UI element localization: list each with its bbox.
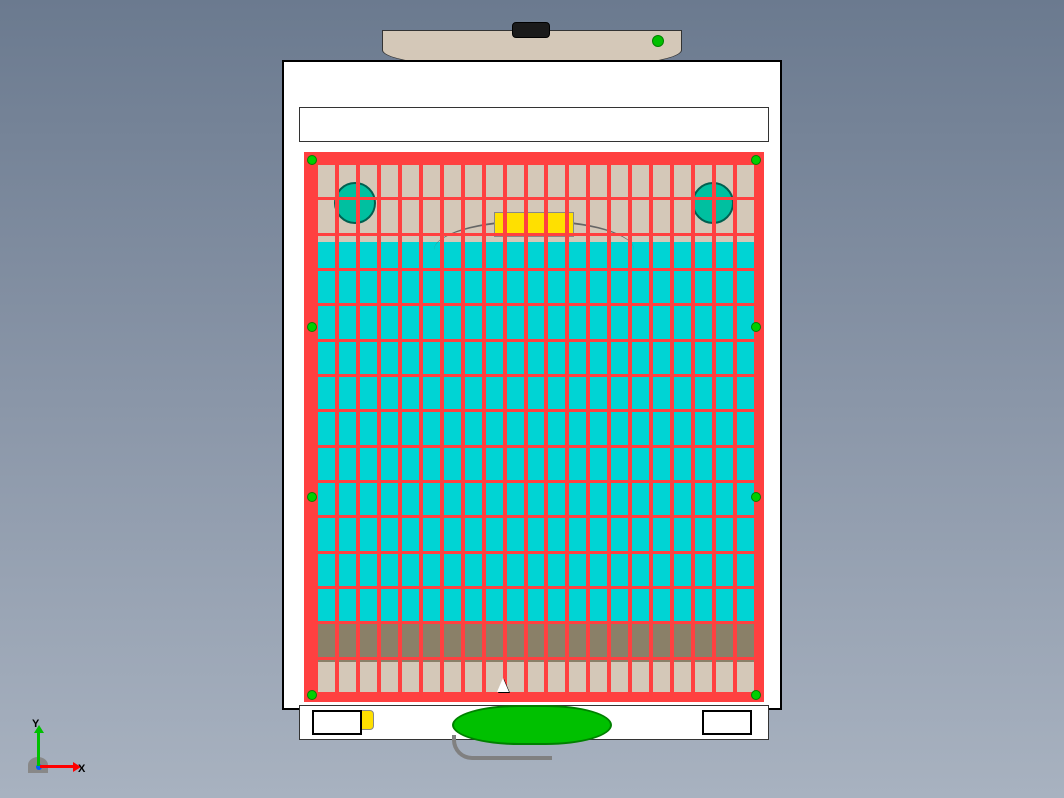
bolt [751,492,761,502]
bolt [307,322,317,332]
bolt [307,492,317,502]
hose [452,735,552,760]
bolt [751,322,761,332]
axis-x-label: X [78,763,85,775]
cad-viewport[interactable]: X Y [0,0,1064,798]
bolt [751,690,761,700]
cad-model[interactable] [282,30,782,750]
foot-right [702,710,752,735]
outer-frame [282,60,782,710]
bolt [307,690,317,700]
axis-y-label: Y [32,718,39,730]
grille-frame [304,152,764,702]
axis-y [37,731,40,766]
top-indicator-dot [652,35,664,47]
top-cap [512,22,550,38]
axis-triad[interactable]: X Y [18,718,98,778]
bolt [307,155,317,165]
cursor-icon [497,678,509,692]
inner-top-bar [299,107,769,142]
bolt [751,155,761,165]
axis-x [40,765,75,768]
foot-left [312,710,362,735]
